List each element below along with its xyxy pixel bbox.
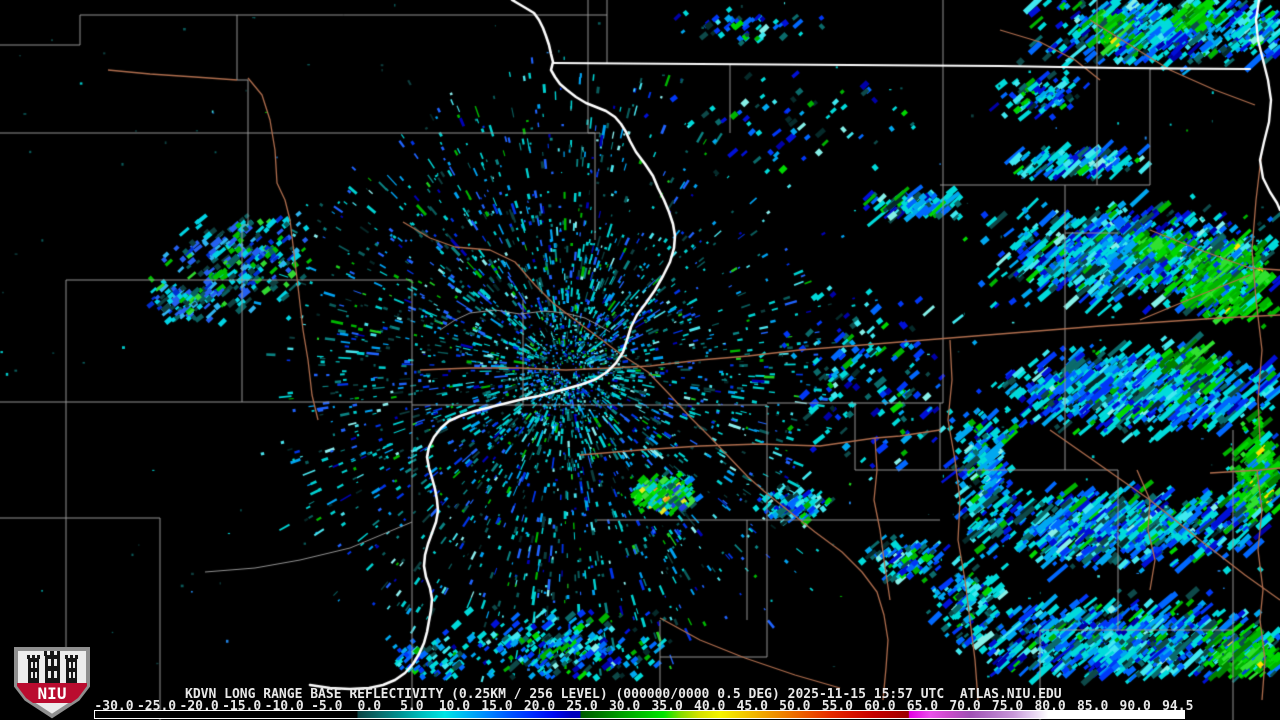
niu-red-band [17, 683, 87, 703]
niu-logo[interactable]: NIU [8, 646, 96, 720]
castle-windows [31, 659, 75, 678]
niu-logo-text: NIU [38, 684, 67, 703]
